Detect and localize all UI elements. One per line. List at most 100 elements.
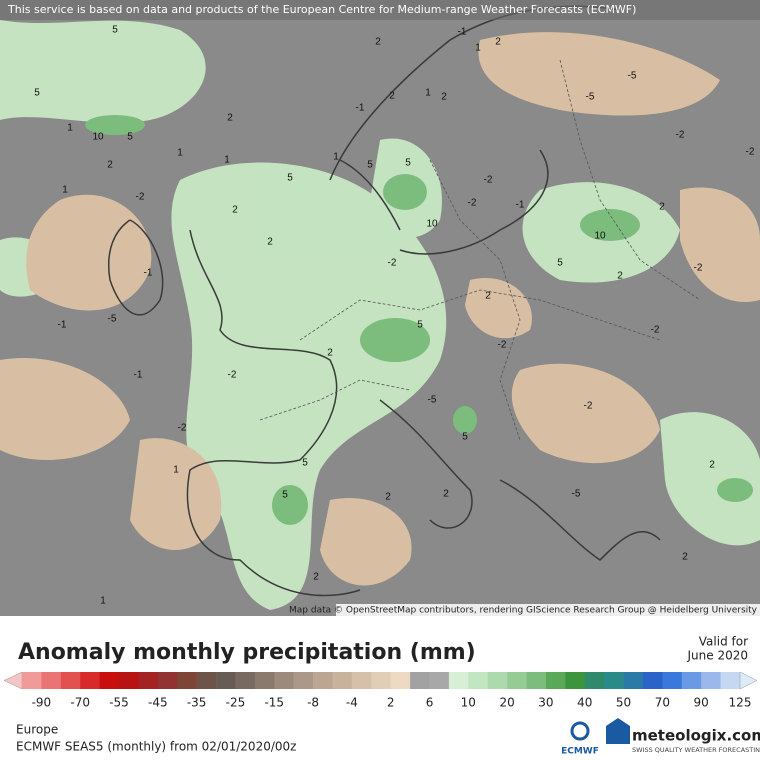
contour-label: 5 <box>127 132 133 143</box>
contour-label: -5 <box>428 395 437 406</box>
contour-label: 2 <box>659 202 665 213</box>
colorbar-segment <box>701 672 721 689</box>
disclaimer-bar <box>0 0 760 20</box>
contour-label: 5 <box>302 458 308 469</box>
contour-label: -5 <box>108 314 117 325</box>
contour-label: 2 <box>267 237 273 248</box>
colorbar-arrow <box>739 671 758 690</box>
colorbar-tick-label: -4 <box>346 696 358 710</box>
contour-label: 1 <box>177 148 183 159</box>
contour-label: 10 <box>92 132 104 143</box>
contour-label: 5 <box>557 258 563 269</box>
contour-label: 1 <box>333 152 339 163</box>
colorbar-segment <box>681 672 702 689</box>
contour-label: -2 <box>228 370 237 381</box>
contour-label: 1 <box>224 155 230 166</box>
contour-label: -2 <box>136 192 145 203</box>
contour-label: 2 <box>617 271 623 282</box>
ecmwf-text: ECMWF <box>561 747 599 757</box>
contour-label: -2 <box>484 175 493 186</box>
colorbar-segment <box>448 672 469 689</box>
contour-label: -2 <box>676 130 685 141</box>
colorbar-segment <box>22 672 42 689</box>
ecmwf-logo <box>570 721 590 741</box>
anomaly-strong <box>85 115 753 525</box>
contour-label: 1 <box>173 465 179 476</box>
colorbar-tick-label: 30 <box>538 696 553 710</box>
contour-label: 2 <box>682 552 688 563</box>
attribution-bg <box>336 604 760 616</box>
colorbar-tick-label: -70 <box>70 696 90 710</box>
contour-label: -2 <box>468 198 477 209</box>
contour-label: -2 <box>694 263 703 274</box>
colorbar-tick-label: -55 <box>109 696 129 710</box>
colorbar-tick-label: -45 <box>148 696 168 710</box>
contour-label: -2 <box>498 340 507 351</box>
contour-label: -1 <box>134 370 143 381</box>
colorbar-segment <box>216 672 236 689</box>
colorbar-segment <box>662 672 683 689</box>
attribution: Map data © OpenStreetMap contributors, r… <box>289 606 758 616</box>
colorbar-segment <box>468 672 489 689</box>
colorbar-segment <box>351 672 372 689</box>
contour-label: -1 <box>458 27 467 38</box>
colorbar-tick-label: 6 <box>426 696 434 710</box>
colorbar-tick-label: 125 <box>729 696 752 710</box>
contour-label: 1 <box>475 43 481 54</box>
colorbar-segment <box>99 672 120 689</box>
model: ECMWF SEAS5 (monthly) from 02/01/2020/00… <box>16 740 296 754</box>
contour-label: -1 <box>516 200 525 211</box>
colorbar-segment <box>410 672 430 689</box>
colorbar-segment <box>332 672 353 689</box>
colorbar-segment <box>390 672 411 689</box>
colorbar-tick-label: 50 <box>616 696 631 710</box>
contour-label: 2 <box>495 37 501 48</box>
contour-label: 2 <box>385 492 391 503</box>
colorbar-segment <box>235 672 256 689</box>
colorbar-tick-label: -15 <box>264 696 284 710</box>
colorbar-tick-label: 70 <box>655 696 670 710</box>
contour-label: 2 <box>375 37 381 48</box>
colorbar-segment <box>487 672 508 689</box>
coastlines <box>108 5 661 597</box>
meteologix-logo <box>606 718 630 744</box>
colorbar-segment <box>642 672 663 689</box>
contour-label: 5 <box>287 173 293 184</box>
region: Europe <box>16 723 58 737</box>
colorbar-segment <box>274 672 294 689</box>
colorbar-tick-label: 2 <box>387 696 395 710</box>
contour-label: -1 <box>144 268 153 279</box>
colorbar-segment <box>119 672 139 689</box>
brand: meteologix.com <box>632 727 760 745</box>
colorbar-segment <box>254 672 275 689</box>
valid-label: Valid for <box>699 635 748 649</box>
contour-label: -1 <box>58 320 67 331</box>
contour-label: 5 <box>417 320 423 331</box>
contour-label: 1 <box>62 185 68 196</box>
tagline: SWISS QUALITY WEATHER FORECASTING <box>632 746 760 754</box>
contour-label: 5 <box>282 490 288 501</box>
contour-label: 10 <box>594 231 606 242</box>
colorbar: -90 -70 -55 -45 -35 -25 -15 -8 -4 2 6 10 20 30 40 50 70 9… <box>3 671 758 710</box>
colorbar-arrow <box>3 671 23 690</box>
valid-date: June 2020 <box>687 649 749 663</box>
colorbar-tick-label: 20 <box>499 696 514 710</box>
contour-label: 1 <box>425 88 431 99</box>
colorbar-segment <box>313 672 333 689</box>
contour-label: 2 <box>441 92 447 103</box>
colorbar-segment <box>720 672 741 689</box>
colorbar-segment <box>623 672 644 689</box>
colorbar-segment <box>60 672 81 689</box>
borders <box>259 59 701 441</box>
contour-label: 2 <box>485 291 491 302</box>
contour-label: 5 <box>112 25 118 36</box>
contour-label: 10 <box>426 219 438 230</box>
contour-label: -5 <box>628 71 637 82</box>
colorbar-segment <box>41 672 62 689</box>
colorbar-tick-label: -90 <box>32 696 52 710</box>
colorbar-segment <box>80 672 100 689</box>
contour-label: 2 <box>232 205 238 216</box>
disclaimer: This service is based on data and produc… <box>7 3 636 16</box>
colorbar-segment <box>371 672 392 689</box>
